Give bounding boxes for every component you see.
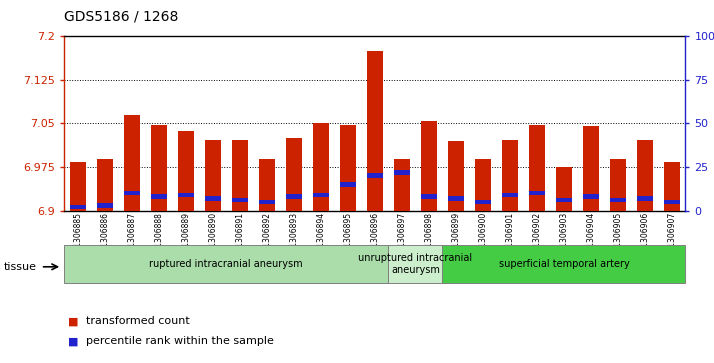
Bar (313, 192, 329, 197)
Bar (388, 245, 443, 283)
Text: transformed count: transformed count (86, 316, 189, 326)
Bar (286, 138, 302, 211)
Bar (178, 131, 194, 211)
Bar (664, 162, 680, 211)
Bar (258, 159, 275, 211)
Bar (151, 194, 167, 199)
Bar (367, 51, 383, 211)
Bar (664, 200, 680, 204)
Bar (529, 125, 545, 211)
Bar (421, 121, 437, 211)
Text: percentile rank within the sample: percentile rank within the sample (86, 336, 273, 346)
Bar (313, 123, 329, 211)
Bar (258, 200, 275, 204)
Bar (151, 125, 167, 211)
Bar (340, 182, 356, 187)
Bar (637, 196, 653, 201)
Bar (286, 194, 302, 199)
Bar (124, 115, 140, 211)
Bar (555, 167, 572, 211)
Bar (70, 205, 86, 209)
Bar (443, 245, 685, 283)
Bar (448, 141, 464, 211)
Bar (610, 159, 626, 211)
Bar (529, 191, 545, 195)
Bar (178, 192, 194, 197)
Bar (502, 192, 518, 197)
Bar (448, 196, 464, 201)
Text: unruptured intracranial
aneurysm: unruptured intracranial aneurysm (358, 253, 473, 275)
Bar (393, 170, 410, 175)
Bar (637, 140, 653, 211)
Bar (475, 159, 491, 211)
Bar (555, 198, 572, 203)
Bar (70, 162, 86, 211)
Bar (475, 200, 491, 204)
Bar (96, 203, 113, 208)
Text: ruptured intracranial aneurysm: ruptured intracranial aneurysm (149, 259, 303, 269)
Bar (421, 194, 437, 199)
Bar (232, 198, 248, 203)
Bar (96, 159, 113, 211)
Bar (367, 174, 383, 178)
Bar (205, 196, 221, 201)
Text: superficial temporal artery: superficial temporal artery (498, 259, 629, 269)
Bar (340, 125, 356, 211)
Bar (64, 245, 388, 283)
Bar (583, 194, 599, 199)
Bar (205, 140, 221, 211)
Text: ■: ■ (68, 336, 79, 346)
Text: ■: ■ (68, 316, 79, 326)
Bar (393, 159, 410, 211)
Bar (610, 198, 626, 203)
Text: tissue: tissue (4, 262, 36, 272)
Bar (502, 140, 518, 211)
Bar (583, 126, 599, 211)
Bar (124, 191, 140, 195)
Text: GDS5186 / 1268: GDS5186 / 1268 (64, 9, 178, 23)
Bar (232, 140, 248, 211)
